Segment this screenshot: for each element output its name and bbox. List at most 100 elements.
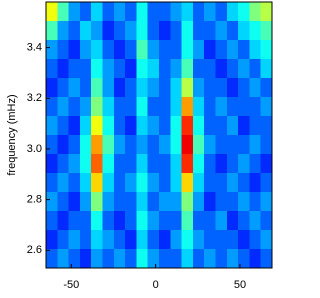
heat-cell [226, 211, 239, 231]
heat-cell [192, 40, 205, 60]
heat-cell [249, 2, 262, 22]
heat-cell [260, 21, 273, 41]
heat-cell [260, 173, 273, 193]
heat-cell [91, 40, 103, 60]
heat-cell [159, 97, 171, 117]
heat-cell [192, 59, 205, 79]
heat-cell [170, 40, 183, 60]
heat-cell [159, 2, 171, 22]
heat-cell [238, 135, 250, 155]
heat-cell [249, 135, 262, 155]
y-axis-label: frequency (mHz) [6, 94, 18, 175]
heat-cell [204, 59, 216, 79]
heat-cell [215, 192, 228, 212]
heat-cell [192, 249, 205, 269]
heat-cell [226, 2, 239, 22]
heat-cell [79, 116, 92, 136]
heat-cell [91, 192, 103, 212]
heat-cell [147, 154, 160, 174]
heat-cell [249, 97, 262, 117]
heat-cell [136, 192, 149, 212]
y-tick-label: 3.4 [27, 42, 42, 54]
heat-cell [79, 249, 92, 269]
heat-cell [159, 135, 171, 155]
heat-cell [204, 154, 216, 174]
heat-cell [170, 116, 183, 136]
heat-cell [46, 78, 58, 98]
heat-cell [57, 192, 70, 212]
heat-cell [215, 116, 228, 136]
heat-cell [79, 78, 92, 98]
heat-cell [91, 211, 103, 231]
heat-cell [68, 40, 81, 60]
heat-cell [113, 78, 126, 98]
heat-cell [226, 59, 239, 79]
heat-cell [204, 40, 216, 60]
heat-cell [125, 173, 137, 193]
heat-cell [170, 59, 183, 79]
heat-cell [147, 97, 160, 117]
heat-cell [170, 154, 183, 174]
heat-cell [226, 173, 239, 193]
heat-cell [57, 249, 70, 269]
heat-cell [46, 249, 58, 269]
heat-cell [159, 192, 171, 212]
heat-cell [215, 97, 228, 117]
heat-cell [136, 97, 149, 117]
heat-cell [147, 230, 160, 250]
heat-cell [102, 211, 115, 231]
heat-cell [113, 230, 126, 250]
heat-cell [57, 40, 70, 60]
heat-cell [226, 116, 239, 136]
x-tick-label: 0 [153, 279, 159, 291]
heat-cell [181, 192, 194, 212]
heat-cell [79, 40, 92, 60]
heat-cell [170, 230, 183, 250]
heat-cell [68, 97, 81, 117]
heat-cell [113, 211, 126, 231]
y-tick-label: 3.2 [27, 92, 42, 104]
heat-cell [204, 249, 216, 269]
heat-cell [170, 2, 183, 22]
heat-cell [249, 173, 262, 193]
heat-cell [113, 154, 126, 174]
heat-cell [181, 97, 194, 117]
heat-cell [102, 173, 115, 193]
heat-cell [226, 21, 239, 41]
heat-cell [147, 173, 160, 193]
heat-cell [68, 78, 81, 98]
heat-cell [192, 135, 205, 155]
heat-cell [159, 230, 171, 250]
heat-cell [125, 135, 137, 155]
heat-cell [147, 192, 160, 212]
heat-cell [192, 173, 205, 193]
heat-cell [215, 249, 228, 269]
heat-cell [46, 59, 58, 79]
heat-cell [170, 211, 183, 231]
heat-cell [249, 154, 262, 174]
heat-cell [57, 59, 70, 79]
heat-cell [102, 230, 115, 250]
heat-cell [68, 2, 81, 22]
heat-cell [136, 78, 149, 98]
heat-cell [113, 21, 126, 41]
heat-cell [113, 249, 126, 269]
heat-cell [68, 211, 81, 231]
heat-cell [57, 116, 70, 136]
heat-cell [136, 211, 149, 231]
heat-cell [91, 78, 103, 98]
heat-cell [125, 211, 137, 231]
heat-cell [68, 116, 81, 136]
heat-cell [147, 59, 160, 79]
heat-cell [260, 211, 273, 231]
heat-cell [125, 154, 137, 174]
heat-cell [204, 21, 216, 41]
heat-cell [238, 116, 250, 136]
heat-cell [249, 249, 262, 269]
heat-cell [215, 59, 228, 79]
heat-cell [102, 154, 115, 174]
y-tick-label: 2.6 [27, 244, 42, 256]
heat-cell [46, 2, 58, 22]
heat-cell [249, 192, 262, 212]
heat-cell [226, 135, 239, 155]
